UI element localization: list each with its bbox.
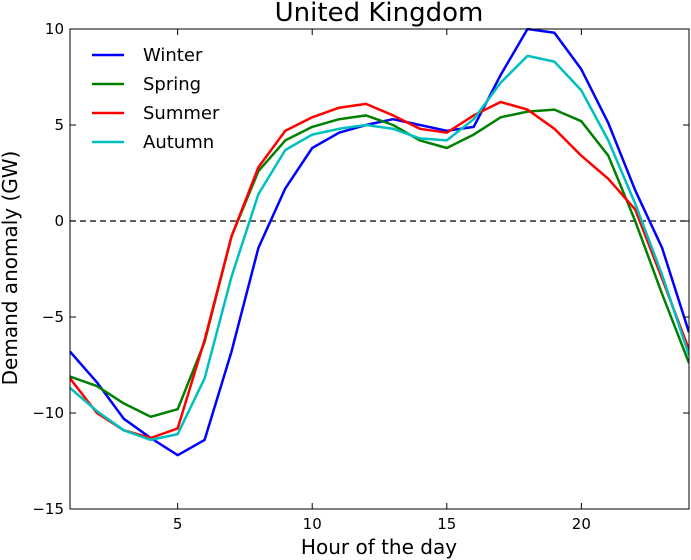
x-axis-label: Hour of the day bbox=[301, 535, 457, 559]
x-tick-label: 5 bbox=[173, 515, 183, 533]
plot-area: 5 10 15 20 −15 −10 −5 0 5 10 Winter Spring Summer Aut… bbox=[32, 20, 690, 533]
legend-label-winter: Winter bbox=[143, 45, 203, 66]
series-line-spring bbox=[70, 108, 689, 419]
y-tick-label: −15 bbox=[32, 500, 64, 518]
legend-label-spring: Spring bbox=[143, 74, 201, 95]
legend-label-autumn: Autumn bbox=[143, 132, 214, 153]
y-axis-label: Demand anomaly (GW) bbox=[0, 151, 22, 386]
series-line-autumn bbox=[70, 54, 689, 442]
y-tick-label: −10 bbox=[32, 404, 64, 422]
y-tick-label: 0 bbox=[54, 212, 64, 230]
plot-frame bbox=[69, 28, 690, 510]
series-line-summer bbox=[70, 100, 689, 440]
x-tick-label: 15 bbox=[437, 515, 456, 533]
y-tick-label: 5 bbox=[54, 116, 64, 134]
y-tick-label: −5 bbox=[42, 308, 64, 326]
x-tick-label: 10 bbox=[303, 515, 322, 533]
chart-title: United Kingdom bbox=[275, 0, 484, 28]
series-line-winter bbox=[70, 28, 689, 457]
legend-label-summer: Summer bbox=[143, 103, 220, 124]
y-tick-label: 10 bbox=[45, 20, 64, 38]
x-tick-label: 20 bbox=[572, 515, 591, 533]
